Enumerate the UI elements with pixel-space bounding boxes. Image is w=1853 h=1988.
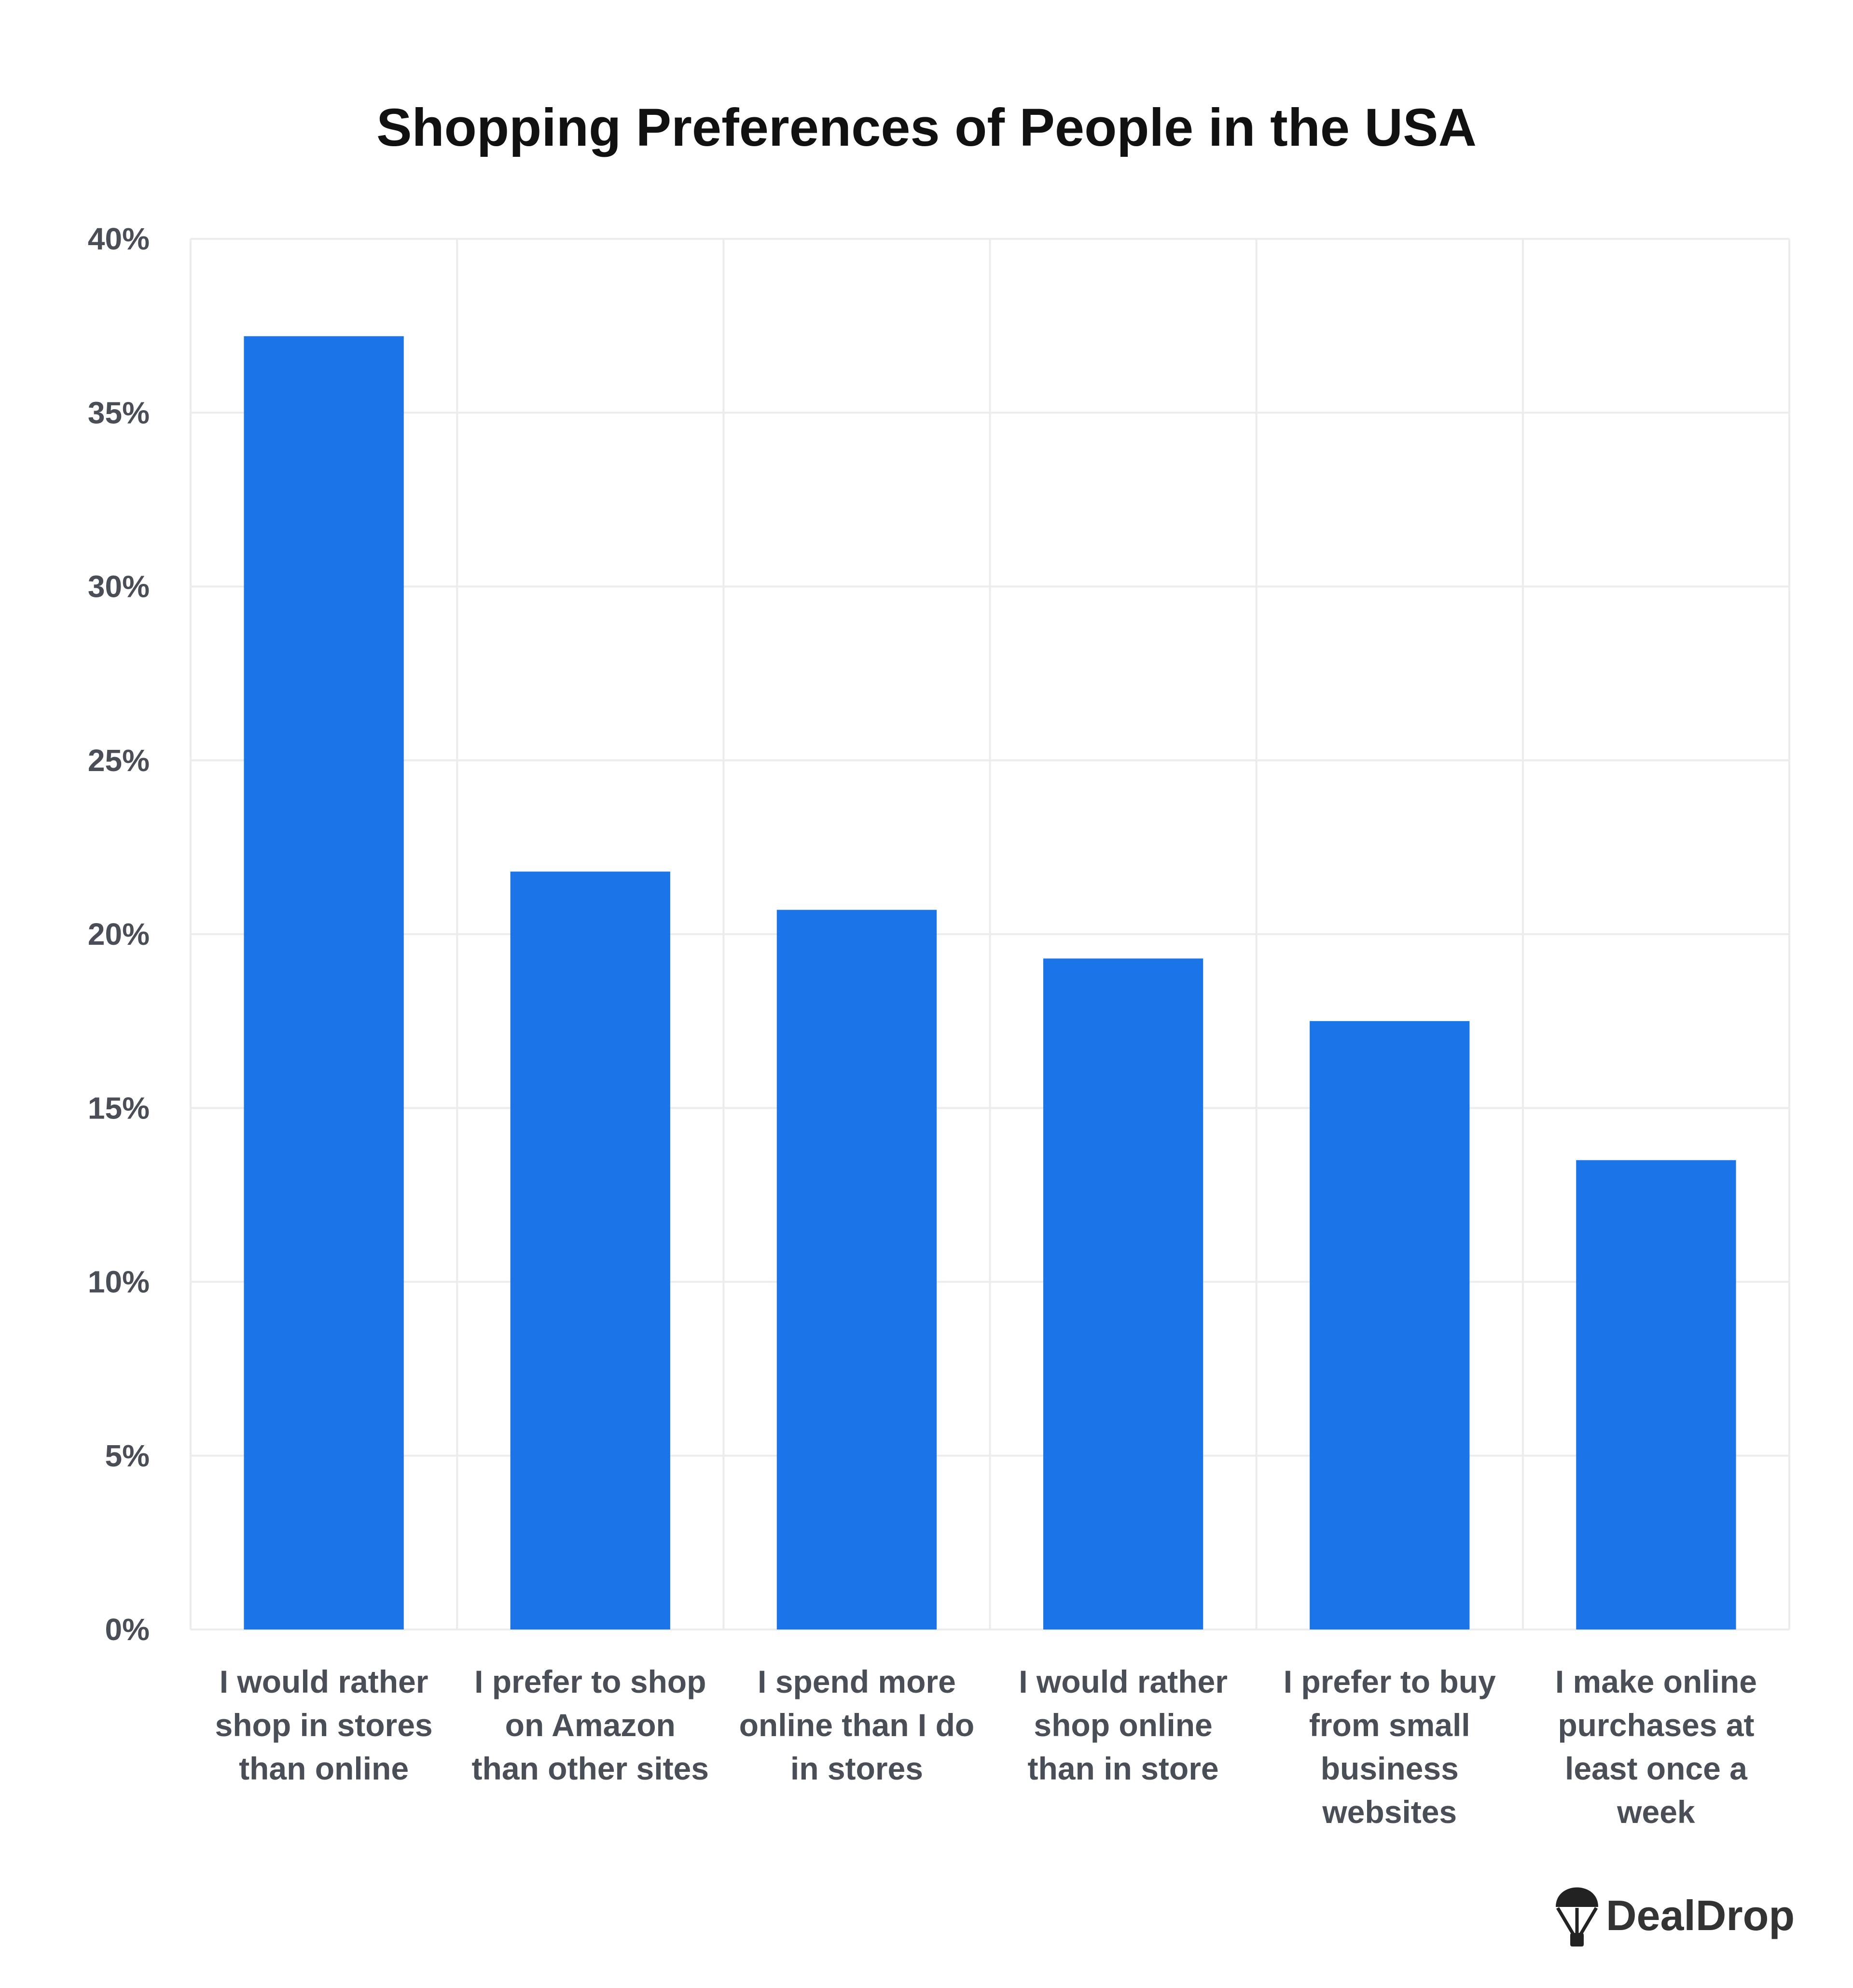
x-tick-label-line: from small xyxy=(1309,1707,1470,1743)
x-tick-label-line: least once a xyxy=(1565,1751,1748,1786)
y-tick-label: 25% xyxy=(88,743,150,778)
x-tick-label-line: online than I do xyxy=(739,1707,975,1743)
x-tick-label: I make online purchases at least once a wee… xyxy=(1555,1664,1757,1830)
y-tick-label: 5% xyxy=(105,1438,150,1473)
y-tick-label: 20% xyxy=(88,917,150,952)
bars xyxy=(244,336,1736,1629)
brand-name: DealDrop xyxy=(1606,1891,1795,1939)
y-tick-label: 10% xyxy=(88,1265,150,1299)
x-tick-label-line: than other sites xyxy=(472,1751,709,1786)
x-tick-label-line: I would rather xyxy=(1019,1664,1228,1699)
x-tick-label-line: I spend more xyxy=(758,1664,956,1699)
bar xyxy=(1310,1021,1470,1629)
x-tick-label-line: shop in stores xyxy=(215,1707,433,1743)
x-tick-label-line: I prefer to buy xyxy=(1284,1664,1496,1699)
x-tick-label: I would rather shop online than in store xyxy=(1019,1664,1228,1786)
x-tick-label-line: I make online xyxy=(1555,1664,1757,1699)
x-tick-label-line: shop online xyxy=(1034,1707,1212,1743)
x-tick-label-line: in stores xyxy=(790,1751,923,1786)
y-tick-label: 35% xyxy=(88,395,150,430)
x-tick-label: I prefer to shop on Amazon than other site… xyxy=(472,1664,709,1786)
x-axis-tick-labels: I would rather shop in stores than onlineI… xyxy=(215,1664,1757,1830)
x-tick-label-line: purchases at xyxy=(1558,1707,1754,1743)
x-tick-label-line: week xyxy=(1617,1794,1695,1830)
x-tick-label-line: than online xyxy=(239,1751,409,1786)
x-tick-label-line: websites xyxy=(1322,1794,1457,1830)
x-tick-label-line: business xyxy=(1321,1751,1459,1786)
y-tick-label: 30% xyxy=(88,569,150,604)
parachute-icon xyxy=(1556,1887,1598,1947)
bar xyxy=(244,336,404,1629)
x-tick-label: I spend more online than I do in stores xyxy=(739,1664,975,1786)
bar xyxy=(1576,1160,1736,1629)
y-tick-label: 15% xyxy=(88,1091,150,1125)
y-axis-tick-labels: 0% 5% 10% 15% 20% 25% 30% 35% 40% xyxy=(88,221,150,1647)
x-tick-label-line: on Amazon xyxy=(505,1707,676,1743)
bar xyxy=(510,871,670,1629)
bar xyxy=(776,910,937,1629)
brand-logo: DealDrop xyxy=(1556,1887,1795,1947)
bar xyxy=(1043,958,1203,1629)
x-tick-label-line: I would rather xyxy=(220,1664,429,1699)
x-tick-label-line: than in store xyxy=(1028,1751,1219,1786)
x-tick-label-line: I prefer to shop xyxy=(474,1664,706,1699)
grid xyxy=(190,238,1790,1630)
chart-title: Shopping Preferences of People in the US… xyxy=(376,98,1477,157)
y-tick-label: 0% xyxy=(105,1612,150,1647)
x-tick-label: I would rather shop in stores than online xyxy=(215,1664,433,1786)
y-tick-label: 40% xyxy=(88,221,150,256)
x-tick-label: I prefer to buy from small business website… xyxy=(1284,1664,1496,1830)
